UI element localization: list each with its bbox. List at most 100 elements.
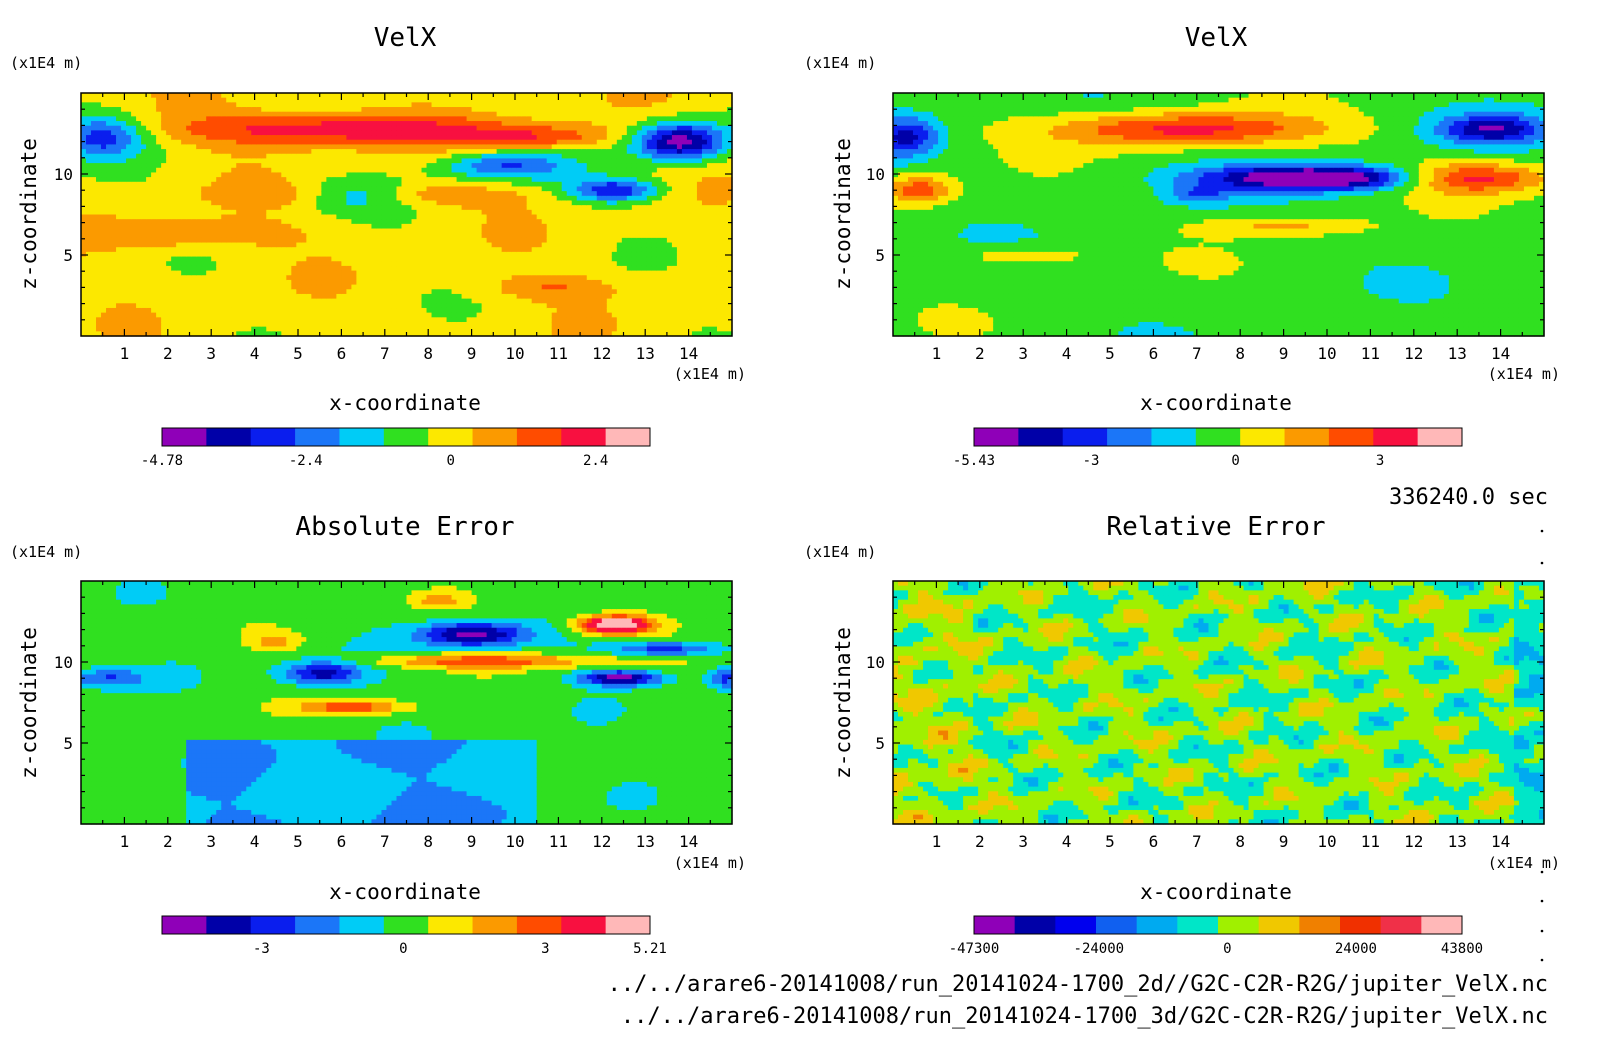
field-cell xyxy=(417,172,423,177)
field-cell xyxy=(477,247,483,252)
field-cell xyxy=(396,140,402,145)
field-cell xyxy=(156,93,162,98)
field-cell xyxy=(241,172,247,177)
field-cell xyxy=(306,285,312,290)
field-cell xyxy=(161,229,167,234)
field-cell xyxy=(196,140,202,145)
field-cell xyxy=(86,313,92,318)
field-cell xyxy=(391,205,397,210)
field-cell xyxy=(457,135,463,140)
field-cell xyxy=(427,121,433,126)
field-cell xyxy=(472,303,478,308)
field-cell xyxy=(422,229,428,234)
field-cell xyxy=(296,210,302,215)
field-cell xyxy=(457,275,463,280)
field-cell xyxy=(532,215,538,220)
field-cell xyxy=(512,158,518,163)
field-cell xyxy=(161,112,167,117)
field-cell xyxy=(542,313,548,318)
field-cell xyxy=(306,294,312,299)
field-cell xyxy=(366,149,372,154)
field-cell xyxy=(196,205,202,210)
field-cell xyxy=(166,140,172,145)
field-cell xyxy=(121,182,127,187)
field-cell xyxy=(171,154,177,159)
field-cell xyxy=(391,238,397,243)
field-cell xyxy=(457,102,463,107)
field-cell xyxy=(311,182,317,187)
field-cell xyxy=(126,238,132,243)
field-cell xyxy=(156,158,162,163)
field-cell xyxy=(146,289,152,294)
field-cell xyxy=(522,158,528,163)
field-cell xyxy=(241,299,247,304)
field-cell xyxy=(311,219,317,224)
field-cell xyxy=(181,252,187,257)
field-cell xyxy=(101,93,107,98)
field-cell xyxy=(261,247,267,252)
field-cell xyxy=(442,107,448,112)
field-cell xyxy=(391,172,397,177)
field-cell xyxy=(557,271,563,276)
field-cell xyxy=(206,158,212,163)
field-cell xyxy=(527,280,533,285)
field-cell xyxy=(116,233,122,238)
field-cell xyxy=(226,308,232,313)
field-cell xyxy=(427,186,433,191)
field-cell xyxy=(412,182,418,187)
field-cell xyxy=(191,317,197,322)
field-cell xyxy=(91,229,97,234)
field-cell xyxy=(286,252,292,257)
field-cell xyxy=(532,172,538,177)
field-cell xyxy=(351,168,357,173)
field-cell xyxy=(492,303,498,308)
field-cell xyxy=(316,247,322,252)
field-cell xyxy=(537,168,543,173)
field-cell xyxy=(116,130,122,135)
field-cell xyxy=(412,266,418,271)
field-cell xyxy=(231,294,237,299)
field-cell xyxy=(346,116,352,121)
field-cell xyxy=(412,158,418,163)
field-cell xyxy=(507,182,513,187)
field-cell xyxy=(502,285,508,290)
field-cell xyxy=(492,243,498,248)
field-cell xyxy=(276,219,282,224)
field-cell xyxy=(381,182,387,187)
field-cell xyxy=(341,303,347,308)
field-cell xyxy=(437,172,443,177)
field-cell xyxy=(341,191,347,196)
field-cell xyxy=(376,98,382,103)
field-cell xyxy=(512,102,518,107)
field-cell xyxy=(321,229,327,234)
field-cell xyxy=(341,182,347,187)
field-cell xyxy=(462,294,468,299)
field-cell xyxy=(271,186,277,191)
field-cell xyxy=(181,135,187,140)
field-cell xyxy=(517,200,523,205)
field-cell xyxy=(81,308,87,313)
field-cell xyxy=(547,275,553,280)
field-cell xyxy=(492,93,498,98)
field-cell xyxy=(396,243,402,248)
field-cell xyxy=(417,186,423,191)
field-cell xyxy=(361,144,367,149)
field-cell xyxy=(246,280,252,285)
field-cell xyxy=(241,266,247,271)
field-cell xyxy=(396,102,402,107)
field-cell xyxy=(462,261,468,266)
field-cell xyxy=(432,313,438,318)
field-cell xyxy=(381,266,387,271)
field-cell xyxy=(497,126,503,131)
field-cell xyxy=(136,200,142,205)
field-cell xyxy=(116,210,122,215)
field-cell xyxy=(211,93,217,98)
field-cell xyxy=(81,200,87,205)
field-cell xyxy=(401,271,407,276)
field-cell xyxy=(497,238,503,243)
field-cell xyxy=(206,313,212,318)
field-cell xyxy=(346,215,352,220)
field-cell xyxy=(121,257,127,262)
field-cell xyxy=(427,140,433,145)
field-cell xyxy=(246,186,252,191)
